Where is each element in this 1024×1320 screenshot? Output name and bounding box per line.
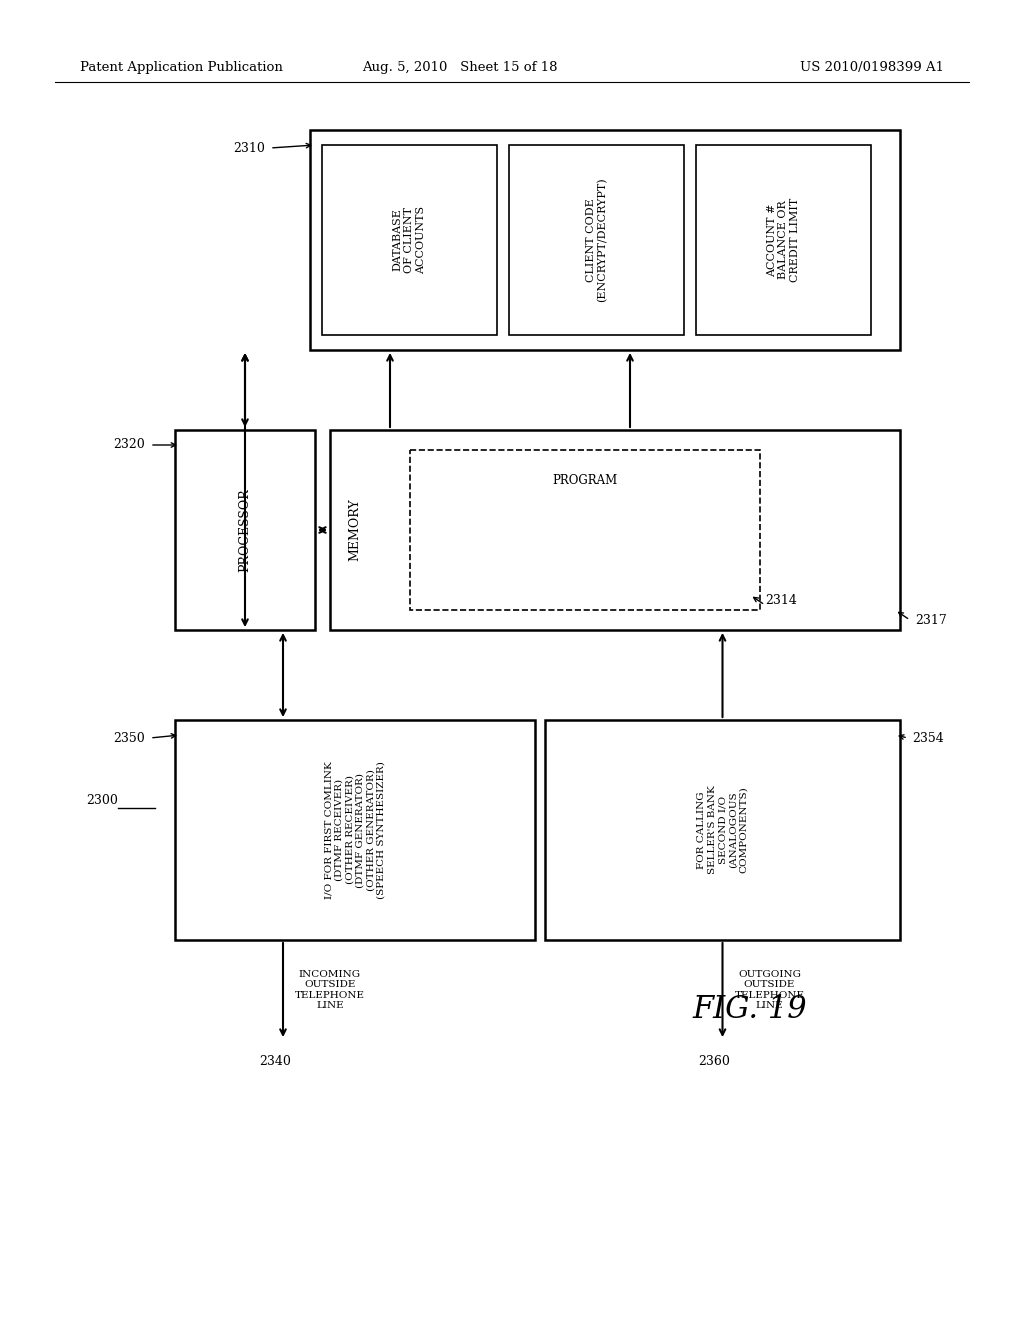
Text: OUTGOING
OUTSIDE
TELEPHONE
LINE: OUTGOING OUTSIDE TELEPHONE LINE: [734, 970, 805, 1010]
Text: 2314: 2314: [765, 594, 797, 606]
Text: US 2010/0198399 A1: US 2010/0198399 A1: [800, 62, 944, 74]
Bar: [509, 145, 684, 335]
Text: 2360: 2360: [698, 1055, 730, 1068]
Text: MEMORY: MEMORY: [348, 499, 361, 561]
Text: I/O FOR FIRST COMLINK
(DTMF RECEIVER)
(OTHER RECEIVER)
(DTMF GENERATOR)
(OTHER G: I/O FOR FIRST COMLINK (DTMF RECEIVER) (O…: [325, 762, 385, 899]
Text: 2317: 2317: [915, 614, 947, 627]
Text: Aug. 5, 2010   Sheet 15 of 18: Aug. 5, 2010 Sheet 15 of 18: [362, 62, 558, 74]
Bar: [410, 450, 760, 610]
Bar: [545, 719, 900, 940]
Bar: [322, 145, 497, 335]
Bar: [175, 430, 315, 630]
Text: PROCESSOR: PROCESSOR: [239, 488, 252, 572]
Text: 2300: 2300: [86, 793, 118, 807]
Text: 2350: 2350: [114, 731, 145, 744]
Text: CLIENT CODE
(ENCRYPT/DECRYPT): CLIENT CODE (ENCRYPT/DECRYPT): [586, 178, 607, 302]
Text: 2320: 2320: [114, 438, 145, 451]
Bar: [696, 145, 871, 335]
Text: FIG. 19: FIG. 19: [692, 994, 807, 1026]
Text: INCOMING
OUTSIDE
TELEPHONE
LINE: INCOMING OUTSIDE TELEPHONE LINE: [295, 970, 365, 1010]
Bar: [310, 129, 900, 350]
Text: DATABASE
OF CLIENT
ACCOUNTS: DATABASE OF CLIENT ACCOUNTS: [393, 206, 426, 275]
Text: FOR CALLING
SELLER'S BANK
SECOND I/O
(ANALOGOUS
COMPONENTS): FOR CALLING SELLER'S BANK SECOND I/O (AN…: [697, 785, 748, 874]
Text: PROGRAM: PROGRAM: [552, 474, 617, 487]
Text: Patent Application Publication: Patent Application Publication: [80, 62, 283, 74]
Text: 2340: 2340: [259, 1055, 291, 1068]
Text: 2310: 2310: [233, 141, 265, 154]
Bar: [330, 430, 900, 630]
Bar: [175, 719, 535, 940]
Text: ACCOUNT #
BALANCE OR
CREDIT LIMIT: ACCOUNT # BALANCE OR CREDIT LIMIT: [767, 198, 800, 282]
Text: 2354: 2354: [912, 731, 944, 744]
